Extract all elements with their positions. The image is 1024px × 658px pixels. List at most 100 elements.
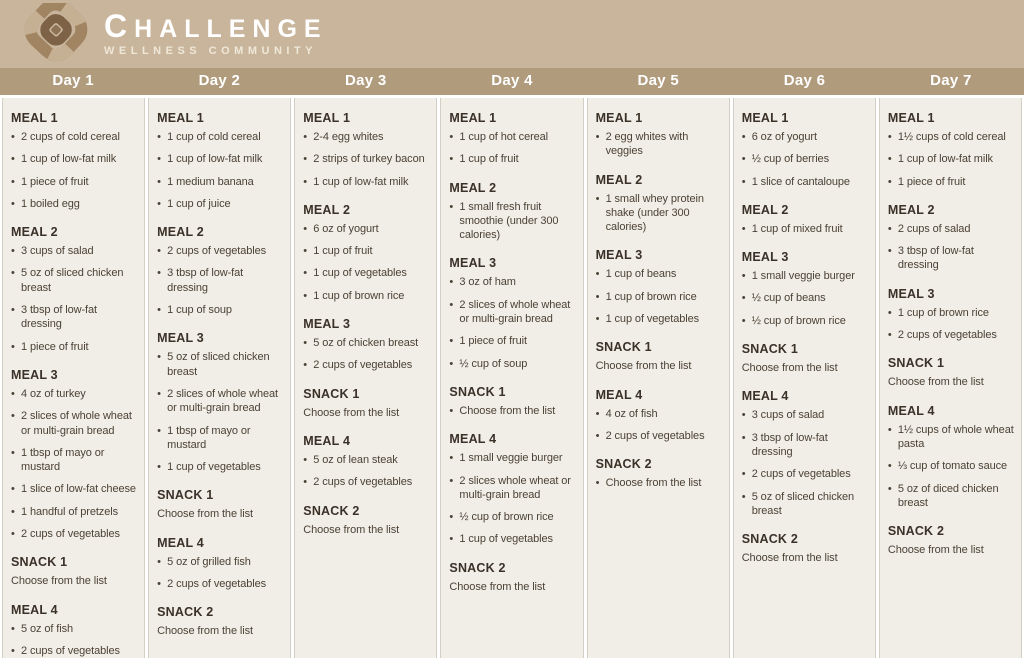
meal-item: 1 small veggie burger	[742, 269, 870, 284]
section-note: Choose from the list	[303, 406, 400, 419]
meal-item: 1 cup of low-fat milk	[11, 152, 139, 167]
meal-item: 1 medium banana	[157, 175, 285, 190]
top-banner: Challenge wellness community	[0, 0, 1024, 68]
meal-item: 2 strips of turkey bacon	[303, 152, 431, 167]
day-header-3: Day 3	[344, 72, 387, 89]
meal-item: 1 handful of pretzels	[11, 505, 139, 520]
section-title: SNACK 1	[303, 386, 360, 401]
section-title: SNACK 1	[157, 488, 214, 503]
meal-item: 2 cups of salad	[888, 222, 1016, 237]
section-title: MEAL 1	[11, 111, 58, 125]
section-title: MEAL 2	[595, 172, 643, 187]
section-title: SNACK 1	[887, 356, 945, 371]
meal-item: 1 small whey protein shake (under 300 ca…	[596, 192, 724, 235]
meal-item: ½ cup of brown rice	[449, 510, 577, 525]
section-title: MEAL 3	[303, 317, 351, 332]
meal-item: 5 oz of sliced chicken breast	[742, 490, 870, 519]
section-note: Choose from the list	[741, 362, 838, 375]
knot-square-icon	[24, 3, 88, 62]
meal-item: 2 cups of vegetables	[303, 475, 431, 490]
brand-text: Challenge wellness community	[104, 10, 328, 58]
meal-item: 2 cups of cold cereal	[11, 130, 139, 145]
meal-item: 1 cup of vegetables	[157, 460, 285, 475]
section-note: Choose from the list	[157, 508, 253, 521]
meal-item: 1 cup of fruit	[449, 152, 577, 167]
meal-item: 2-4 egg whites	[303, 130, 431, 145]
meal-item: 5 oz of lean steak	[303, 453, 431, 468]
meal-item: 5 oz of sliced chicken breast	[157, 350, 285, 379]
meal-item: 3 tbsp of low-fat dressing	[157, 266, 285, 295]
meal-item: 2 cups of vegetables	[157, 244, 285, 259]
section-title: MEAL 1	[449, 111, 497, 125]
meal-item: 1 cup of brown rice	[303, 289, 431, 304]
day-header-7: Day 7	[930, 72, 972, 89]
section-note: Choose from the list	[11, 575, 107, 588]
meal-item: Choose from the list	[449, 404, 577, 419]
meal-item: 1½ cups of whole wheat pasta	[888, 423, 1016, 452]
meal-item: 2 cups of vegetables	[11, 527, 139, 542]
day-column-1: MEAL 1 2 cups of cold cereal 1 cup of low-…	[2, 98, 146, 658]
meal-item: 2 cups of vegetables	[596, 429, 724, 444]
section-title: SNACK 2	[303, 503, 360, 518]
meal-item: 1 cup of mixed fruit	[742, 222, 870, 237]
meal-item: 2 cups of vegetables	[11, 644, 139, 658]
day-column-5: MEAL 1 2 egg whites with veggies MEAL 2 1 s…	[586, 98, 730, 658]
meal-item: 1 piece of fruit	[11, 340, 139, 355]
meal-item: 1 cup of low-fat milk	[888, 152, 1016, 167]
section-title: MEAL 4	[303, 433, 351, 448]
meal-item: 2 slices whole wheat or multi-grain brea…	[449, 474, 577, 503]
meal-item: 1 cup of cold cereal	[157, 130, 285, 145]
meal-item: 5 oz of grilled fish	[157, 555, 285, 570]
section-title: MEAL 1	[595, 111, 643, 125]
section-title: MEAL 4	[157, 535, 204, 550]
meal-item: 6 oz of yogurt	[742, 130, 870, 145]
meal-item: 1 cup of vegetables	[303, 266, 431, 281]
meal-item: 1 piece of fruit	[11, 175, 139, 190]
section-title: MEAL 1	[887, 111, 935, 125]
section-note: Choose from the list	[887, 544, 984, 557]
day-column-3: MEAL 1 2-4 egg whites 2 strips of turkey b…	[294, 98, 438, 658]
meal-item: 1 cup of vegetables	[596, 312, 724, 327]
section-title: MEAL 2	[741, 202, 789, 217]
meal-item: 1 cup of low-fat milk	[157, 152, 285, 167]
meal-item: 1 tbsp of mayo or mustard	[11, 446, 139, 475]
section-title: MEAL 2	[303, 202, 351, 217]
day-header-6: Day 6	[783, 72, 826, 89]
section-title: SNACK 2	[887, 524, 945, 539]
section-title: MEAL 1	[157, 111, 204, 125]
meal-item: 5 oz of sliced chicken breast	[11, 266, 139, 295]
meal-item: 1 cup of brown rice	[888, 306, 1016, 321]
meal-item: 3 cups of salad	[11, 244, 139, 259]
section-title: MEAL 3	[887, 286, 935, 301]
section-title: SNACK 1	[11, 555, 68, 570]
meal-item: 5 oz of diced chicken breast	[888, 482, 1016, 511]
section-note: Choose from the list	[449, 580, 546, 593]
meal-item: 1 cup of fruit	[303, 244, 431, 259]
section-title: MEAL 3	[157, 331, 204, 346]
section-note: Choose from the list	[595, 360, 692, 373]
section-title: SNACK 2	[449, 560, 506, 575]
section-title: MEAL 4	[887, 403, 935, 418]
section-title: SNACK 1	[449, 384, 506, 399]
meal-item: 1 cup of low-fat milk	[303, 175, 431, 190]
section-title: SNACK 2	[595, 457, 652, 472]
section-title: MEAL 4	[595, 387, 643, 402]
section-note: Choose from the list	[887, 376, 984, 389]
meal-item: 3 tbsp of low-fat dressing	[11, 303, 139, 332]
meal-item: ½ cup of brown rice	[742, 314, 870, 329]
meal-item: ⅓ cup of tomato sauce	[888, 459, 1016, 474]
meal-item: 1 cup of vegetables	[449, 532, 577, 547]
meal-item: 1 small veggie burger	[449, 451, 577, 466]
meal-item: 5 oz of fish	[11, 622, 139, 637]
meal-item: Choose from the list	[596, 476, 724, 491]
meal-item: ½ cup of soup	[449, 357, 577, 372]
section-title: SNACK 2	[157, 605, 214, 620]
day-header-row: Day 1 Day 2 Day 3 Day 4 Day 5 Day 6 Day 7	[0, 68, 1024, 95]
section-note: Choose from the list	[303, 523, 400, 536]
meal-item: 3 oz of ham	[449, 275, 577, 290]
meal-item: 1 tbsp of mayo or mustard	[157, 424, 285, 453]
meal-item: 1 piece of fruit	[888, 175, 1016, 190]
day-column-7: MEAL 1 1½ cups of cold cereal 1 cup of low…	[878, 98, 1022, 658]
meal-item: 1 cup of soup	[157, 303, 285, 318]
meal-item: 1 slice of low-fat cheese	[11, 482, 139, 497]
